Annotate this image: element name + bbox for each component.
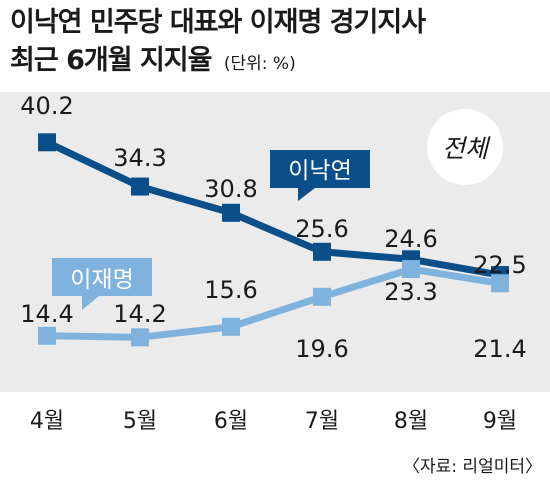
x-tick-label: 9월 xyxy=(483,409,517,434)
series-1-marker xyxy=(313,242,331,261)
data-label: 21.4 xyxy=(473,335,526,363)
series-2-marker xyxy=(222,317,240,336)
series-2-marker xyxy=(313,287,331,306)
subtitle-text: 최근 6개월 지지율 xyxy=(10,45,212,76)
x-tick-label: 8월 xyxy=(394,409,428,434)
series-1-tag-box xyxy=(270,150,370,188)
series-1-marker xyxy=(222,203,240,222)
data-label: 24.6 xyxy=(384,225,437,253)
x-tick-label: 4월 xyxy=(30,409,64,434)
data-label: 30.8 xyxy=(204,175,257,203)
series-1-legend-label: 이낙연 xyxy=(288,158,351,184)
series-2-marker xyxy=(38,326,56,345)
series-1-tag-pointer xyxy=(298,188,315,201)
series-2-tag-box xyxy=(52,258,152,296)
data-label: 14.4 xyxy=(20,300,73,328)
chart-title: 이낙연 민주당 대표와 이재명 경기지사 xyxy=(10,7,426,38)
series-2-legend-label: 이재명 xyxy=(70,267,133,293)
x-tick-label: 6월 xyxy=(214,409,248,434)
data-label: 34.3 xyxy=(113,144,166,172)
data-label: 15.6 xyxy=(204,276,257,304)
series-1-marker xyxy=(131,177,149,196)
x-tick-label: 7월 xyxy=(305,409,339,434)
x-tick-label: 5월 xyxy=(123,409,157,434)
badge-label: 전체 xyxy=(442,134,491,163)
series-2-marker xyxy=(402,260,420,279)
data-label: 40.2 xyxy=(20,92,73,120)
badge-circle xyxy=(427,109,503,185)
data-label: 22.5 xyxy=(473,251,526,279)
chart-subtitle: 최근 6개월 지지율 (단위: %) xyxy=(10,44,296,81)
unit-label: (단위: %) xyxy=(223,54,296,74)
data-label: 19.6 xyxy=(295,335,348,363)
series-2-tag-pointer xyxy=(82,296,99,310)
data-label: 25.6 xyxy=(295,215,348,243)
series-line-1 xyxy=(45,139,501,279)
series-line-2 xyxy=(46,265,501,341)
data-label: 14.2 xyxy=(113,300,166,328)
data-label: 23.3 xyxy=(384,278,437,306)
source-note: 〈자료: 리얼미터〉 xyxy=(403,457,542,477)
series-2-marker xyxy=(131,328,149,347)
series-2-marker xyxy=(491,274,509,293)
series-1-marker xyxy=(38,133,56,152)
